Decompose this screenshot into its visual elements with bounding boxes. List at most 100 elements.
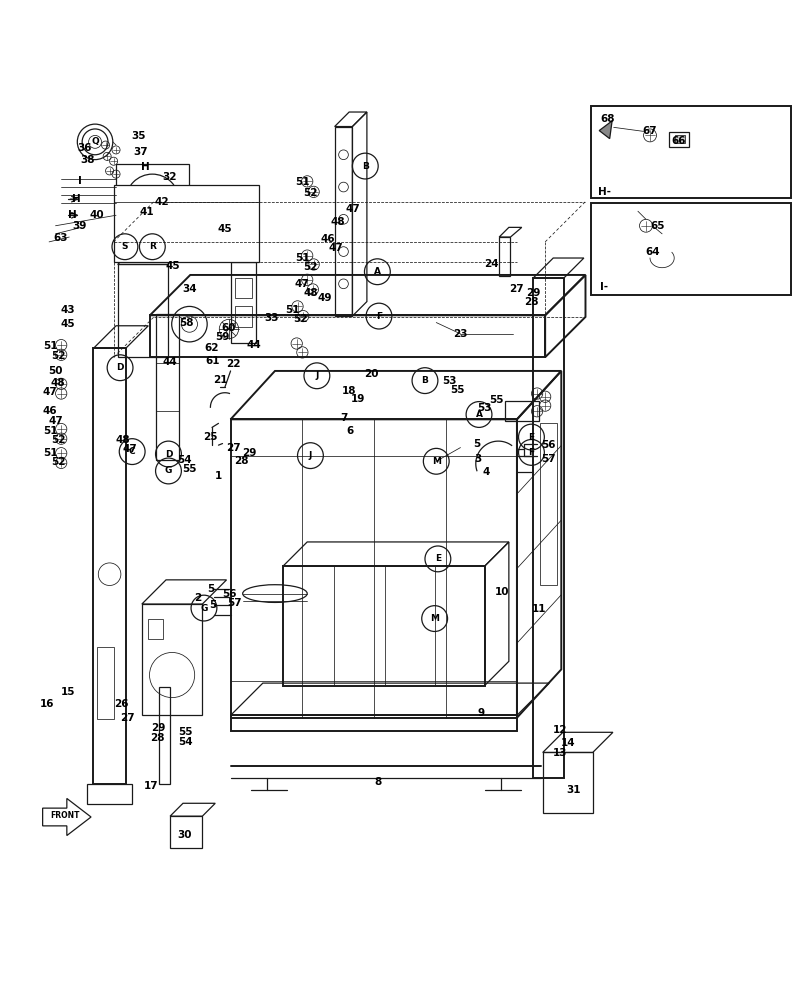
Text: 49: 49	[318, 293, 332, 303]
Bar	[159, 687, 170, 784]
Text: 47: 47	[43, 387, 57, 397]
Text: 58: 58	[179, 318, 193, 328]
Bar	[540, 423, 558, 585]
Text: 2: 2	[194, 593, 201, 603]
Text: 33: 33	[264, 313, 279, 323]
Text: 52: 52	[303, 188, 318, 198]
Text: 54: 54	[178, 737, 193, 747]
Text: 7: 7	[340, 413, 347, 423]
Text: 36: 36	[78, 143, 92, 153]
Text: 44: 44	[162, 357, 178, 367]
Text: 10: 10	[495, 587, 510, 597]
Bar	[230, 715, 517, 731]
Text: 57: 57	[541, 454, 556, 464]
Text: 55: 55	[450, 385, 465, 395]
Text: 51: 51	[295, 253, 309, 263]
Text: 1: 1	[215, 471, 222, 481]
Text: 53: 53	[478, 403, 492, 413]
Text: 63: 63	[53, 233, 68, 243]
Bar	[591, 106, 791, 198]
Text: J: J	[309, 451, 312, 460]
Text: 29: 29	[152, 723, 166, 733]
Bar	[118, 264, 168, 357]
Bar	[157, 314, 179, 460]
Text: 60: 60	[221, 323, 236, 333]
Text: 30: 30	[177, 830, 191, 840]
Text: 6: 6	[347, 426, 354, 436]
Bar	[149, 619, 163, 639]
Text: 48: 48	[303, 288, 318, 298]
Text: 51: 51	[44, 341, 58, 351]
Text: 29: 29	[242, 448, 256, 458]
Text: 8: 8	[375, 777, 382, 787]
Bar	[533, 278, 564, 778]
Text: E: E	[528, 433, 535, 442]
Bar	[114, 185, 259, 262]
Text: 23: 23	[453, 329, 468, 339]
Text: S: S	[122, 242, 128, 251]
Text: 57: 57	[227, 598, 242, 608]
Text: B: B	[362, 162, 368, 171]
Text: 45: 45	[166, 261, 181, 271]
Text: F: F	[528, 448, 535, 457]
Text: 16: 16	[40, 699, 54, 709]
Polygon shape	[600, 121, 612, 139]
Text: 52: 52	[293, 314, 308, 324]
Text: 32: 32	[162, 172, 176, 182]
Bar	[499, 237, 511, 276]
Text: J: J	[315, 371, 318, 380]
Text: I-: I-	[600, 282, 608, 292]
Text: 52: 52	[52, 351, 66, 361]
Text: G: G	[165, 466, 172, 475]
Text: 29: 29	[526, 288, 541, 298]
Text: 54: 54	[177, 455, 192, 465]
Text: 27: 27	[120, 713, 135, 723]
Text: 22: 22	[225, 359, 240, 369]
Text: 59: 59	[215, 332, 229, 342]
Text: 28: 28	[524, 297, 539, 307]
Text: 20: 20	[364, 369, 379, 379]
Text: 5: 5	[473, 439, 480, 449]
Text: 27: 27	[510, 284, 524, 294]
Text: 46: 46	[43, 406, 57, 416]
Text: C: C	[128, 447, 136, 456]
Text: 61: 61	[205, 356, 220, 366]
Text: 21: 21	[213, 375, 227, 385]
Text: 37: 37	[133, 147, 148, 157]
Text: Q: Q	[91, 137, 99, 146]
Text: 56: 56	[222, 589, 237, 599]
Text: 14: 14	[562, 738, 576, 748]
Text: 66: 66	[671, 136, 686, 146]
Text: 39: 39	[73, 221, 87, 231]
Text: 51: 51	[44, 426, 58, 436]
Text: E: E	[435, 554, 441, 563]
Text: 62: 62	[204, 343, 218, 353]
Bar	[116, 164, 188, 237]
Bar	[230, 419, 517, 718]
Text: 43: 43	[61, 305, 75, 315]
Text: 9: 9	[477, 708, 484, 718]
Text: 51: 51	[295, 177, 309, 187]
Bar	[142, 604, 202, 715]
Text: 41: 41	[139, 207, 154, 217]
Bar	[150, 315, 545, 357]
Text: I: I	[78, 176, 82, 186]
Text: 45: 45	[217, 224, 232, 234]
Text: 35: 35	[132, 131, 146, 141]
Bar	[335, 127, 352, 316]
Text: H: H	[141, 162, 149, 172]
Text: 51: 51	[285, 305, 300, 315]
Text: 52: 52	[52, 435, 66, 445]
Text: 5: 5	[209, 600, 217, 610]
Text: 40: 40	[90, 210, 104, 220]
Text: 68: 68	[600, 114, 615, 124]
Text: 38: 38	[81, 155, 95, 165]
Text: 51: 51	[44, 448, 58, 458]
Text: 17: 17	[143, 781, 158, 791]
Text: 12: 12	[553, 725, 567, 735]
Text: 55: 55	[182, 464, 196, 474]
Text: R: R	[149, 242, 156, 251]
Text: D: D	[165, 450, 172, 459]
Text: A: A	[374, 267, 381, 276]
Text: 55: 55	[489, 395, 503, 405]
